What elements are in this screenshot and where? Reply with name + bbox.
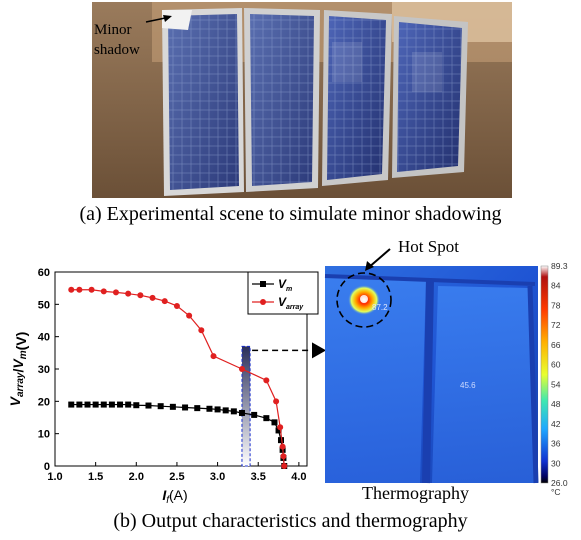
y-tick-label: 10 bbox=[38, 429, 50, 441]
point-v_array bbox=[238, 366, 245, 372]
point-v_m bbox=[263, 415, 270, 422]
colorbar-tick-label: 78 bbox=[551, 300, 561, 310]
y-tick-label: 0 bbox=[44, 461, 50, 473]
point-v_m bbox=[169, 403, 176, 410]
panel-temperature-reading: 45.6 bbox=[460, 381, 476, 390]
point-v_m bbox=[145, 402, 152, 409]
colorbar-tick-label: 60 bbox=[551, 360, 561, 370]
point-v_array bbox=[280, 453, 287, 460]
legend-marker bbox=[260, 299, 266, 305]
point-v_m bbox=[275, 427, 282, 434]
point-v_m bbox=[92, 401, 99, 408]
x-tick-label: 4.0 bbox=[291, 471, 306, 483]
point-v_m bbox=[206, 405, 213, 412]
x-axis-label: If(A) bbox=[162, 487, 187, 506]
point-v_array bbox=[173, 302, 180, 309]
colorbar-tick-label: 48 bbox=[551, 399, 561, 409]
y-axis-label: Varray/Vm(V) bbox=[7, 332, 29, 407]
colorbar-tick-label: 72 bbox=[551, 320, 561, 330]
pv-panels-photo: Minor shadow bbox=[92, 2, 512, 198]
legend-box bbox=[247, 271, 319, 315]
point-v_m bbox=[76, 401, 83, 408]
point-v_array bbox=[68, 286, 75, 293]
point-v_m bbox=[230, 408, 237, 415]
point-v_m bbox=[157, 403, 164, 410]
point-v_array bbox=[88, 286, 95, 293]
point-v_array bbox=[198, 327, 205, 334]
colorbar-tick-label: 54 bbox=[551, 379, 561, 389]
point-v_array bbox=[273, 398, 280, 405]
x-tick-label: 1.0 bbox=[47, 471, 62, 483]
point-v_m bbox=[182, 404, 189, 411]
series-line-v_array bbox=[71, 289, 285, 467]
point-v_m bbox=[222, 407, 229, 414]
point-v_array bbox=[112, 289, 119, 296]
point-v_array bbox=[137, 292, 144, 299]
point-v_array bbox=[100, 288, 107, 295]
point-v_array bbox=[281, 463, 288, 469]
legend-label: Varray bbox=[278, 295, 304, 311]
y-tick-label: 40 bbox=[38, 332, 50, 344]
output-characteristics-chart: 1.0 1.5 2.0 2.5 3.0 3.5 4.0 0 10 20 30 40 50 60 If(A) V… bbox=[0, 258, 326, 506]
point-v_array bbox=[210, 353, 217, 360]
hot-spot-label: Hot Spot bbox=[398, 237, 459, 256]
point-v_m bbox=[214, 406, 221, 413]
point-v_array bbox=[277, 424, 284, 431]
point-v_m bbox=[100, 401, 107, 408]
point-v_m bbox=[84, 401, 91, 408]
point-v_m bbox=[133, 402, 140, 409]
colorbar-tick-label: 66 bbox=[551, 340, 561, 350]
minor-shadow-label-line1: Minor bbox=[94, 22, 132, 38]
point-v_array bbox=[161, 298, 168, 305]
legend-marker bbox=[260, 281, 266, 287]
y-tick-label: 20 bbox=[38, 396, 50, 408]
caption-a: (a) Experimental scene to simulate minor… bbox=[79, 203, 502, 225]
thermography-graphic: 87.2 45.6 Hot Spot 89.3 84 78 72 66 60 54 48 42 3… bbox=[324, 237, 568, 497]
point-v_m bbox=[277, 437, 284, 444]
point-v_m bbox=[271, 419, 278, 426]
point-v_m bbox=[194, 405, 201, 412]
x-tick-label: 1.5 bbox=[88, 471, 103, 483]
highlight-region bbox=[241, 345, 251, 467]
point-v_array bbox=[125, 290, 132, 297]
x-tick-label: 3.0 bbox=[210, 471, 225, 483]
colorbar-tick-label: 30 bbox=[551, 458, 561, 468]
point-v_m bbox=[108, 401, 115, 408]
y-tick-label: 30 bbox=[38, 364, 50, 376]
legend-label: Vm bbox=[278, 277, 292, 293]
chart-svg: 1.0 1.5 2.0 2.5 3.0 3.5 4.0 0 10 20 30 40 50 60 If(A) V… bbox=[7, 267, 326, 506]
colorbar-unit: °C bbox=[551, 487, 561, 497]
point-v_array bbox=[279, 443, 286, 450]
thermography-panel: 87.2 45.6 Hot Spot 89.3 84 78 72 66 60 54 48 42 3… bbox=[320, 236, 581, 506]
colorbar-tick-label: 89.3 bbox=[551, 261, 568, 271]
point-v_m bbox=[125, 401, 132, 408]
temperature-colorbar bbox=[540, 265, 549, 484]
colorbar-tick-label: 36 bbox=[551, 439, 561, 449]
y-tick-label: 60 bbox=[38, 267, 50, 279]
x-tick-label: 2.5 bbox=[169, 471, 184, 483]
y-tick-label: 50 bbox=[38, 299, 50, 311]
colorbar-tick-label: 84 bbox=[551, 281, 561, 291]
spot-temperature-reading: 87.2 bbox=[372, 303, 388, 312]
point-v_array bbox=[149, 294, 156, 301]
minor-shadow-label-line2: shadow bbox=[94, 42, 140, 58]
colorbar-tick-label: 26.0 bbox=[551, 478, 568, 488]
highlight-arrow-head bbox=[312, 342, 326, 359]
caption-b: (b) Output characteristics and thermogra… bbox=[113, 510, 468, 532]
point-v_m bbox=[238, 409, 245, 416]
point-v_m bbox=[117, 401, 124, 408]
point-v_array bbox=[186, 312, 193, 319]
pv-panels-photo-graphic: Minor shadow bbox=[92, 2, 512, 198]
point-v_array bbox=[76, 286, 83, 293]
x-tick-label: 2.0 bbox=[129, 471, 144, 483]
thermography-title: Thermography bbox=[362, 483, 469, 503]
x-tick-label: 3.5 bbox=[251, 471, 266, 483]
point-v_array bbox=[263, 377, 270, 384]
point-v_m bbox=[251, 411, 258, 418]
colorbar-tick-label: 42 bbox=[551, 419, 561, 429]
point-v_m bbox=[68, 401, 75, 408]
